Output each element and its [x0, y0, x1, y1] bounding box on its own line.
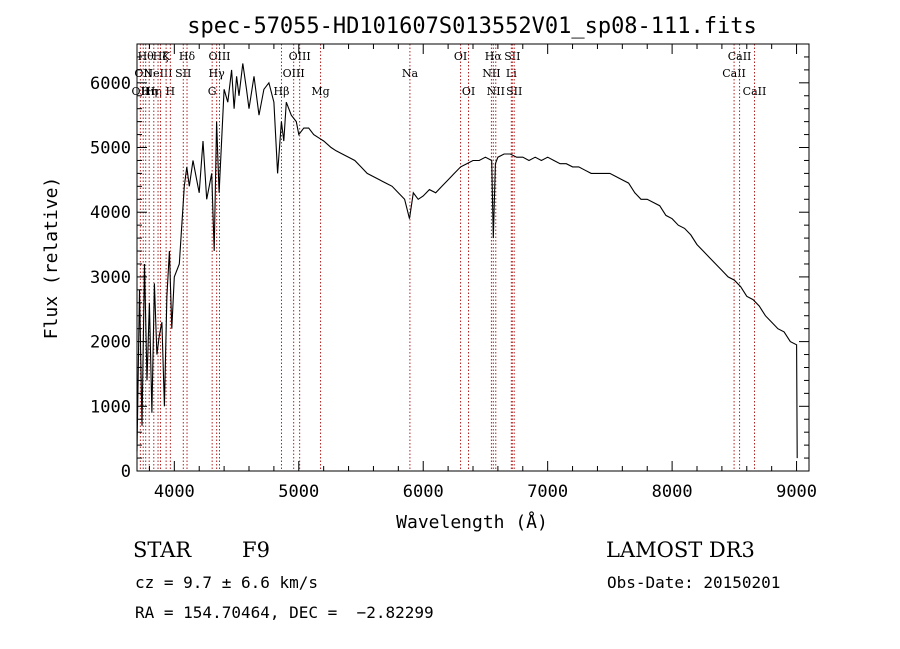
y-tick-label: 3000: [90, 268, 131, 288]
line-marker-label: NII: [482, 67, 500, 80]
x-axis-label: Wavelength (Å): [396, 511, 548, 533]
line-marker-label: Hη: [146, 85, 162, 98]
spectrum-line: [136, 63, 798, 459]
x-tick-label: 7000: [527, 482, 568, 502]
line-marker-label: Na: [402, 67, 419, 80]
line-marker-label: NII: [487, 85, 505, 98]
y-tick-label: 0: [121, 462, 131, 482]
observation-date: Obs-Date: 20150201: [607, 573, 781, 592]
y-tick-label: 2000: [90, 333, 131, 353]
line-marker-label: CaII: [722, 67, 746, 80]
line-marker-label: NeIII: [143, 67, 172, 80]
spectrum-series: [136, 63, 798, 459]
line-marker-label: Hγ: [209, 67, 226, 80]
axes: 4000 5000 6000 7000 8000 9000 0 1000 2000 3000 400…: [90, 44, 817, 502]
plot-frame: [136, 43, 810, 472]
line-marker-label: CaII: [743, 85, 767, 98]
y-tick-label: 6000: [90, 74, 131, 94]
x-tick-label: 8000: [652, 482, 693, 502]
line-marker-label: Hα: [485, 50, 503, 63]
line-marker-label: Hδ: [179, 50, 196, 63]
spectrum-chart: spec-57055-HD101607S013552V01_sp08-111.f…: [41, 14, 817, 533]
y-tick-label: 5000: [90, 139, 131, 159]
x-tick-label: 9000: [776, 482, 817, 502]
line-marker-label: Hζ: [153, 50, 169, 63]
line-marker-label: SII: [506, 85, 522, 98]
line-marker-label: K: [162, 50, 171, 63]
x-tick-label: 5000: [278, 482, 319, 502]
spectral-subclass: F9: [242, 538, 270, 562]
line-marker-label: Hη: [141, 85, 157, 98]
line-marker-label: G: [208, 85, 217, 98]
y-tick-label: 4000: [90, 203, 131, 223]
object-type: STAR: [133, 538, 192, 562]
y-tick-label: 1000: [90, 397, 131, 417]
y-axis-label: Flux (relative): [41, 177, 62, 340]
chart-title: spec-57055-HD101607S013552V01_sp08-111.f…: [187, 14, 757, 39]
coordinates: RA = 154.70464, DEC = −2.82299: [135, 603, 434, 622]
line-marker-label: H: [166, 85, 176, 98]
line-marker-label: OIII: [289, 50, 311, 63]
redshift-cz: cz = 9.7 ± 6.6 km/s: [135, 573, 319, 592]
line-marker-label: SII: [175, 67, 191, 80]
line-marker-label: Li: [506, 67, 517, 80]
line-marker-label: CaII: [728, 50, 752, 63]
line-marker-label: OI: [462, 85, 475, 98]
survey-name: LAMOST DR3: [606, 538, 755, 562]
line-marker-label: OIII: [283, 67, 305, 80]
x-tick-label: 4000: [154, 482, 195, 502]
x-tick-label: 6000: [403, 482, 444, 502]
line-marker-label: OI: [454, 50, 467, 63]
line-marker-label: OII: [132, 85, 150, 98]
emission-line-markers: OIIOIIHθHηHηNeIIIHζKHSIIHδGHγOIIIHβOIIIO…: [132, 44, 767, 471]
line-marker-label: SII: [504, 50, 520, 63]
line-marker-label: Hβ: [274, 85, 290, 98]
line-marker-label: Hθ: [138, 50, 155, 63]
line-marker-label: OIII: [208, 50, 230, 63]
line-marker-label: Mg: [311, 85, 329, 98]
